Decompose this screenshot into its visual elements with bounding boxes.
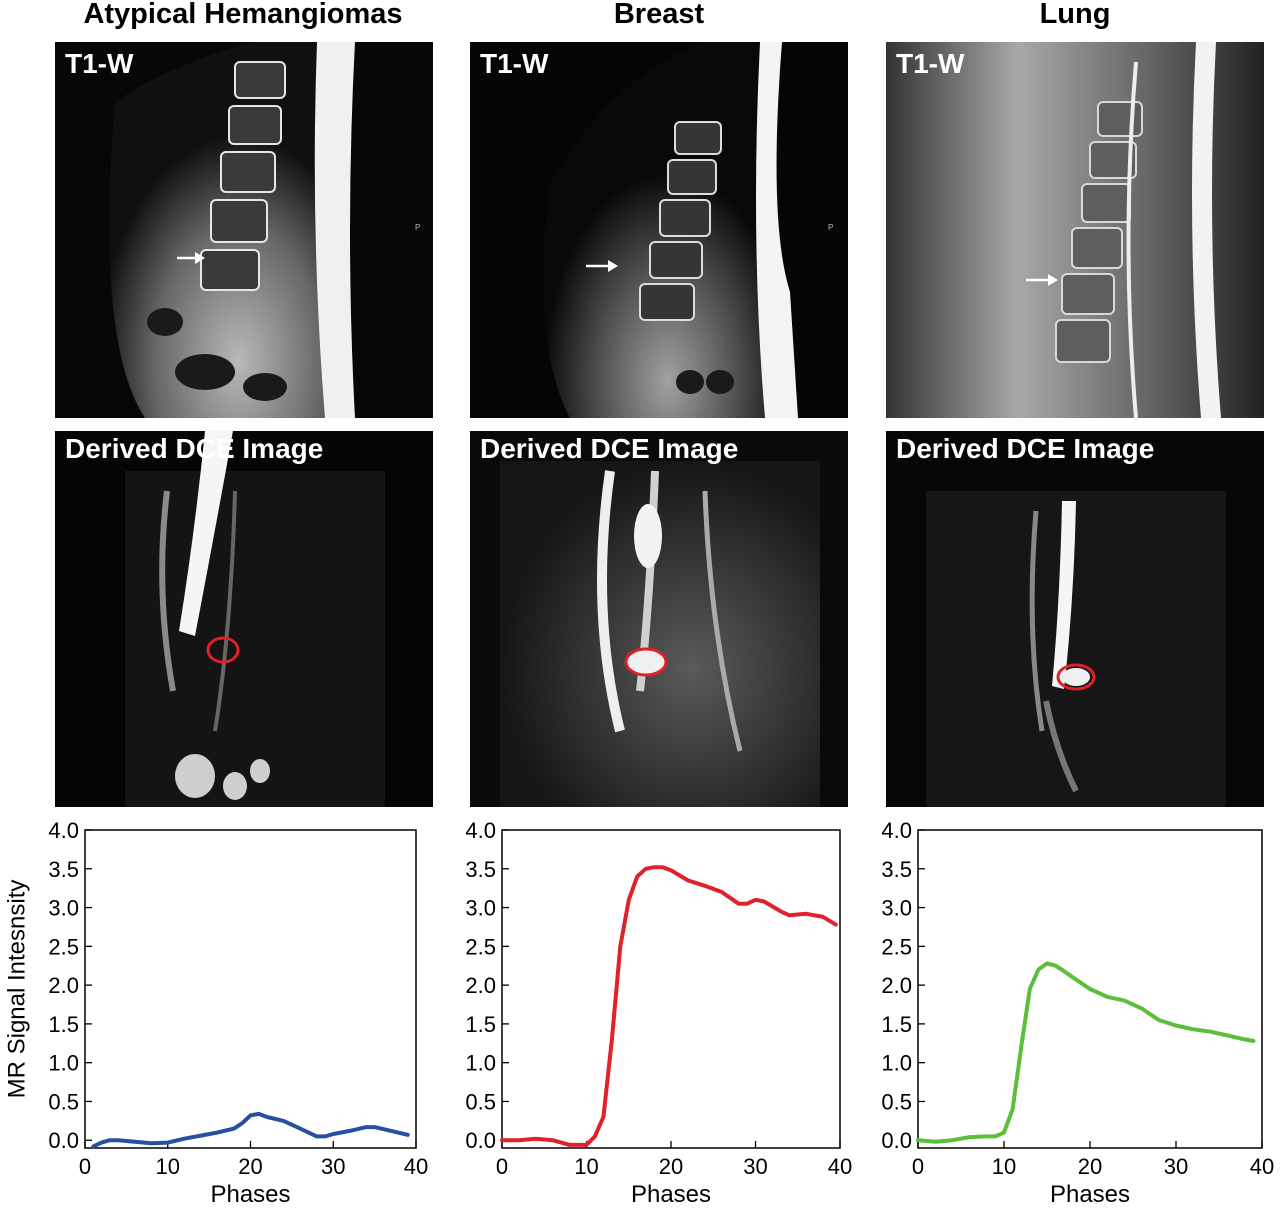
- series-line-0: [500, 865, 838, 1147]
- arrow-icon: [195, 252, 205, 264]
- y-tick-label: 0.5: [465, 1089, 496, 1114]
- t1w-mri-scan: [886, 42, 1264, 418]
- x-axis-label: Phases: [210, 1181, 290, 1208]
- dce-image-breast: Derived DCE Image: [470, 431, 848, 807]
- t1w-label: T1-W: [480, 48, 549, 79]
- x-tick-label: 40: [404, 1154, 428, 1179]
- signal-chart-breast: 0.0 0.5 1.0 1.5 2.0 2.5 3.0 3.5 4.0 0 10 20 30 40 Phas…: [465, 818, 852, 1208]
- y-tick-label: 3.0: [465, 896, 496, 921]
- y-tick-label: 1.5: [881, 1012, 912, 1037]
- y-tick-label: 0.0: [881, 1128, 912, 1153]
- y-tick-label: 4.0: [48, 818, 79, 843]
- column-title-hemangiomas: Atypical Hemangiomas: [83, 0, 403, 30]
- x-tick-label: 30: [1164, 1154, 1188, 1179]
- signal-chart-hemangiomas: 0.0 0.5 1.0 1.5 2.0 2.5 3.0 3.5 4.0 0 10 20 30 40 Phas…: [3, 818, 428, 1208]
- y-tick-label: 1.0: [881, 1051, 912, 1076]
- y-tick-label: 2.5: [881, 934, 912, 959]
- y-tick-label: 3.5: [881, 857, 912, 882]
- x-tick-label: 30: [321, 1154, 345, 1179]
- t1w-image-lung: T1-W: [886, 42, 1264, 418]
- x-tick-label: 20: [659, 1154, 683, 1179]
- y-tick-label: 2.5: [465, 934, 496, 959]
- y-tick-label: 3.5: [48, 857, 79, 882]
- column-title-lung: Lung: [1039, 0, 1111, 30]
- scan-marker: P: [828, 223, 833, 232]
- x-tick-label: 0: [79, 1154, 91, 1179]
- t1w-mri-scan: P: [470, 42, 848, 418]
- plot-frame: [501, 829, 841, 1149]
- t1w-image-breast: P T1-W: [470, 42, 848, 418]
- y-tick-label: 2.5: [48, 934, 79, 959]
- x-tick-label: 40: [1250, 1154, 1274, 1179]
- x-axis-label: Phases: [631, 1181, 711, 1208]
- t1w-mri-scan: P: [55, 42, 433, 418]
- y-tick-label: 1.0: [465, 1051, 496, 1076]
- x-tick-label: 0: [496, 1154, 508, 1179]
- dce-mri-scan: [470, 431, 848, 807]
- arrow-icon: [608, 260, 618, 272]
- y-tick-label: 3.0: [881, 896, 912, 921]
- t1w-label: T1-W: [896, 48, 965, 79]
- y-tick-label: 1.0: [48, 1051, 79, 1076]
- scan-marker: P: [415, 223, 420, 232]
- x-tick-label: 20: [238, 1154, 262, 1179]
- x-tick-label: 40: [828, 1154, 852, 1179]
- x-tick-label: 10: [992, 1154, 1016, 1179]
- y-tick-label: 3.5: [465, 857, 496, 882]
- roi-circle: [206, 636, 240, 664]
- y-tick-label: 2.0: [48, 973, 79, 998]
- plot-frame: [84, 829, 417, 1149]
- y-tick-label: 2.0: [881, 973, 912, 998]
- x-tick-label: 20: [1078, 1154, 1102, 1179]
- x-tick-label: 0: [912, 1154, 924, 1179]
- dce-mri-scan: [55, 431, 433, 807]
- y-tick-label: 2.0: [465, 973, 496, 998]
- series-line-0: [916, 961, 1256, 1144]
- t1w-image-hemangiomas: P T1-W: [55, 42, 433, 418]
- column-title-breast: Breast: [613, 0, 705, 30]
- t1w-label: T1-W: [65, 48, 134, 79]
- y-axis-label: MR Signal Intesnsity: [3, 880, 30, 1099]
- y-tick-label: 4.0: [881, 818, 912, 843]
- x-tick-label: 30: [743, 1154, 767, 1179]
- y-tick-label: 1.5: [48, 1012, 79, 1037]
- roi-circle: [1056, 663, 1096, 691]
- dce-label: Derived DCE Image: [896, 433, 1155, 464]
- y-tick-label: 1.5: [465, 1012, 496, 1037]
- dce-image-hemangiomas: Derived DCE Image: [55, 431, 433, 807]
- arrow-icon: [1048, 274, 1058, 286]
- y-tick-label: 0.5: [48, 1089, 79, 1114]
- roi-circle: [624, 647, 668, 677]
- series-line-0: [91, 1111, 410, 1149]
- y-tick-label: 0.5: [881, 1089, 912, 1114]
- x-tick-label: 10: [574, 1154, 598, 1179]
- y-tick-label: 0.0: [48, 1128, 79, 1153]
- dce-label: Derived DCE Image: [65, 433, 324, 464]
- dce-image-lung: Derived DCE Image: [886, 431, 1264, 807]
- y-tick-label: 4.0: [465, 818, 496, 843]
- x-tick-label: 10: [156, 1154, 180, 1179]
- x-axis-label: Phases: [1050, 1181, 1130, 1208]
- y-tick-label: 3.0: [48, 896, 79, 921]
- signal-chart-lung: 0.0 0.5 1.0 1.5 2.0 2.5 3.0 3.5 4.0 0 10 20 30 40 Phas…: [881, 818, 1274, 1208]
- dce-mri-scan: [886, 431, 1264, 807]
- dce-label: Derived DCE Image: [480, 433, 739, 464]
- y-tick-label: 0.0: [465, 1128, 496, 1153]
